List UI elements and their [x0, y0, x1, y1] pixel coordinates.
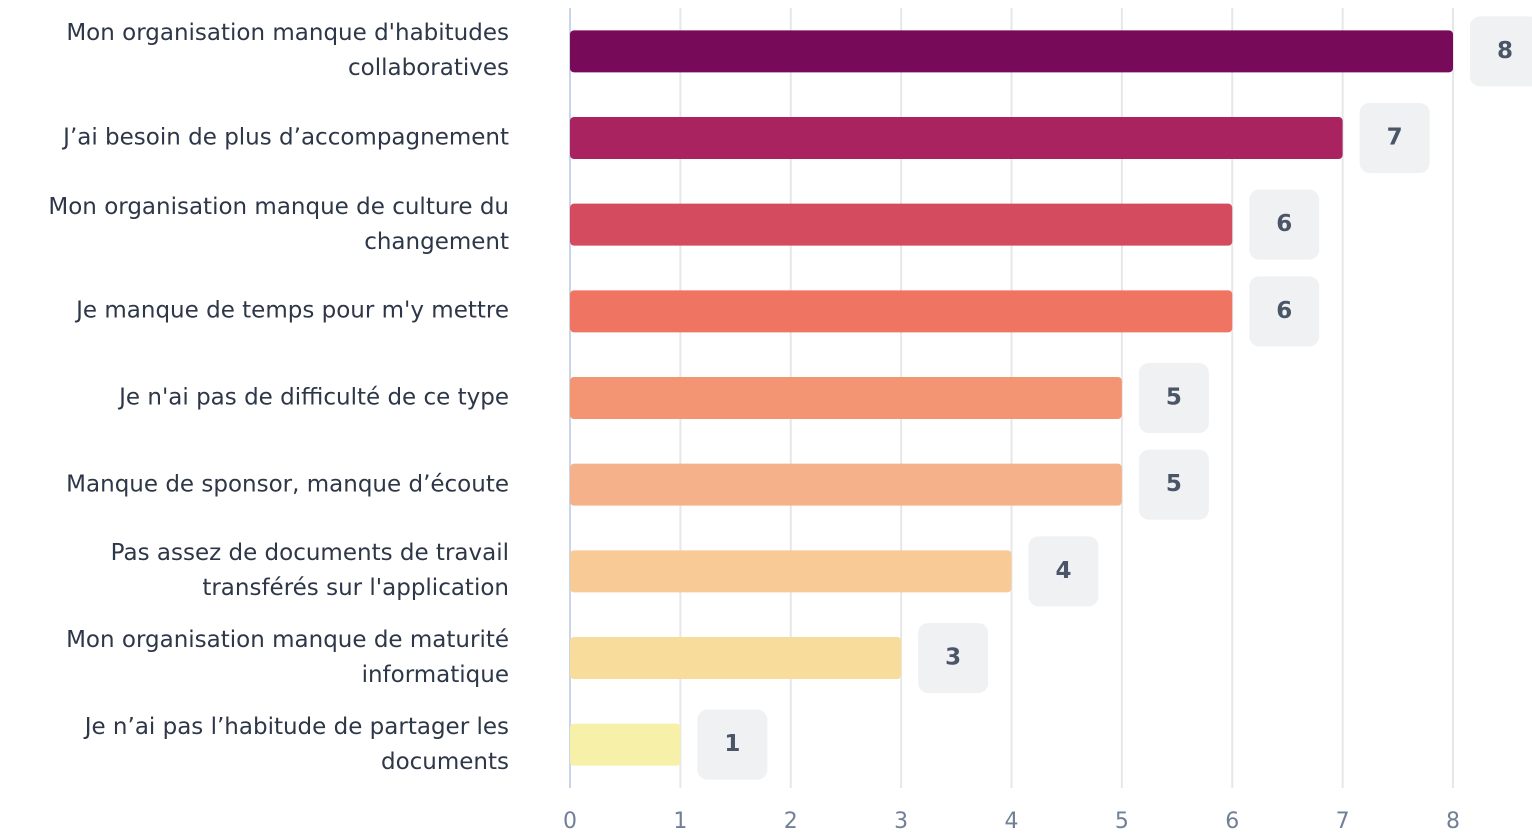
- value-label: 1: [724, 731, 740, 757]
- x-tick-label: 6: [1225, 809, 1239, 834]
- bar: [570, 463, 1122, 506]
- value-label: 4: [1055, 558, 1071, 584]
- x-tick-label: 7: [1336, 809, 1350, 834]
- value-badge: [1249, 276, 1320, 347]
- category-label: Je n'ai pas de difficulté de ce type: [119, 384, 509, 411]
- category-label: Je n’ai pas l’habitude de partager les d…: [84, 713, 509, 775]
- value-label: 7: [1387, 125, 1403, 151]
- value-label: 6: [1276, 298, 1292, 324]
- x-tick-label: 1: [673, 809, 687, 834]
- value-badge: [1028, 536, 1099, 607]
- x-tick-label: 8: [1446, 809, 1460, 834]
- category-label: Manque de sponsor, manque d’écoute: [66, 471, 509, 498]
- x-tick-label: 2: [784, 809, 798, 834]
- category-label: J’ai besoin de plus d’accompagnement: [63, 124, 509, 151]
- category-label: Pas assez de documents de travail transf…: [110, 540, 509, 602]
- category-label: Je manque de temps pour m'y mettre: [76, 297, 509, 324]
- x-tick-label: 0: [563, 809, 577, 834]
- value-label: 8: [1497, 38, 1513, 64]
- bar: [570, 30, 1453, 73]
- value-badge: [1470, 16, 1532, 87]
- bar: [570, 203, 1233, 246]
- value-label: 5: [1166, 471, 1182, 497]
- bar: [570, 723, 681, 766]
- bar: [570, 637, 902, 679]
- value-badge: [1249, 189, 1320, 260]
- x-tick-label: 3: [894, 809, 908, 834]
- value-badge: [697, 709, 768, 780]
- value-label: 5: [1166, 385, 1182, 411]
- value-badge: [1138, 363, 1209, 433]
- category-label: Mon organisation manque d'habitudes coll…: [66, 20, 509, 82]
- category-label: Mon organisation manque de culture du ch…: [48, 193, 509, 255]
- bar: [570, 377, 1122, 419]
- value-label: 6: [1276, 211, 1292, 237]
- bar: [570, 117, 1343, 159]
- value-badge: [918, 623, 989, 693]
- value-badge: [1138, 449, 1209, 520]
- bar: [570, 550, 1012, 593]
- value-badge: [1359, 103, 1430, 173]
- value-label: 3: [945, 645, 961, 671]
- bar: [570, 290, 1233, 333]
- x-tick-label: 4: [1005, 809, 1019, 834]
- category-label: Mon organisation manque de maturité info…: [66, 627, 509, 688]
- x-tick-label: 5: [1115, 809, 1129, 834]
